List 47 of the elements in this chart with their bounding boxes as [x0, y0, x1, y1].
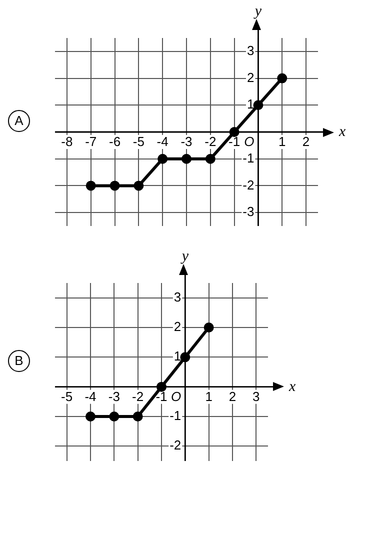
point [205, 154, 216, 164]
y-tick-label: -3 [242, 204, 254, 220]
x-tick-label: 2 [302, 134, 310, 150]
y-axis-title: y [180, 248, 189, 264]
point [134, 180, 144, 191]
point [132, 412, 143, 422]
point [110, 180, 120, 191]
point [86, 412, 96, 422]
x-axis-title: x [288, 378, 296, 395]
y-tick-label: -1 [170, 408, 182, 424]
y-tick-label: 3 [246, 43, 254, 58]
x-tick-label: -7 [85, 134, 97, 150]
text: B [8, 350, 30, 372]
point [109, 412, 120, 422]
y-tick-label: 1 [174, 348, 182, 364]
x-tick-label: 1 [278, 134, 286, 150]
text: A [8, 110, 30, 132]
y-tick-label: 3 [174, 289, 182, 304]
x-tick-label: -5 [61, 388, 73, 404]
point [182, 154, 192, 164]
point [158, 154, 168, 164]
x-tick-label: 1 [205, 388, 212, 404]
y-tick-label: 1 [246, 96, 254, 112]
x-axis-title: x [338, 124, 346, 140]
point [204, 322, 214, 332]
x-tick-label: -1 [156, 388, 168, 404]
point [277, 73, 288, 84]
x-tick-label: 2 [228, 388, 236, 404]
y-tick-label: -2 [242, 177, 254, 192]
point [86, 180, 96, 191]
annotation: O [171, 388, 182, 404]
x-tick-label: -6 [108, 134, 121, 150]
annotation: O [244, 134, 254, 150]
y-tick-label: -1 [242, 150, 254, 166]
y-tick-label: 2 [246, 70, 254, 85]
x-tick-label: -4 [156, 134, 168, 150]
y-tick-label: 2 [174, 319, 182, 334]
x-tick-label: -8 [61, 134, 73, 150]
x-tick-label: -1 [228, 134, 240, 150]
x-tick-label: -2 [204, 134, 216, 150]
x-tick-label: -4 [84, 388, 96, 404]
x-tick-label: -2 [132, 388, 144, 404]
y-tick-label: -2 [170, 438, 182, 453]
y-axis-title: y [252, 3, 262, 20]
point [229, 127, 240, 137]
x-tick-label: -5 [132, 134, 144, 150]
x-tick-label: -3 [108, 388, 120, 404]
